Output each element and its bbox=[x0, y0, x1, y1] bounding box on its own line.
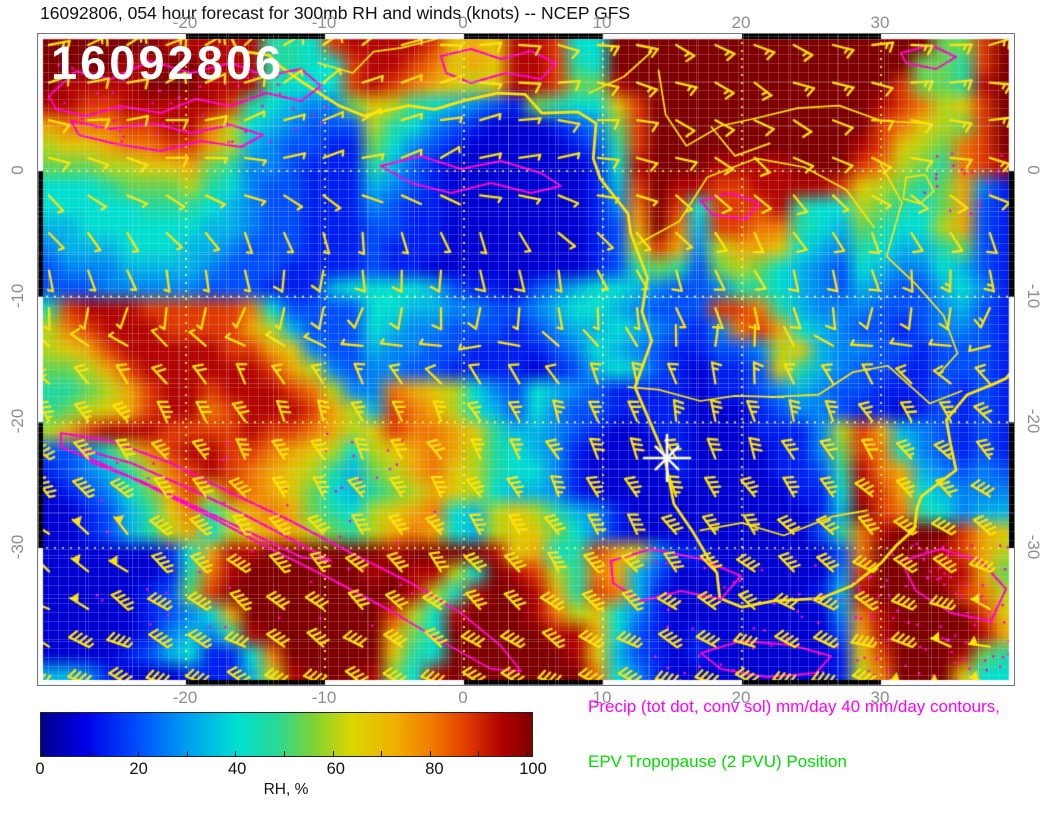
chart-title: 16092806, 054 hour forecast for 300mb RH… bbox=[40, 3, 631, 23]
lat-tick-right: -30 bbox=[1024, 534, 1043, 560]
lat-tick-left: -30 bbox=[8, 534, 27, 560]
colorbar-minor-tick bbox=[284, 751, 286, 756]
colorbar-minor-tick bbox=[429, 751, 431, 756]
colorbar-tick-label: 100 bbox=[519, 760, 547, 778]
lon-tick-bottom: -20 bbox=[172, 688, 198, 707]
colorbar-minor-tick bbox=[527, 751, 529, 756]
colorbar-tick-label: 60 bbox=[326, 760, 345, 778]
lat-tick-left: -20 bbox=[8, 409, 27, 434]
lon-tick-top: 20 bbox=[731, 13, 751, 32]
colorbar-minor-tick bbox=[478, 751, 480, 756]
lon-tick-bottom: 20 bbox=[731, 688, 751, 707]
colorbar-minor-tick bbox=[138, 751, 140, 756]
weather-map-frame: 16092806 bbox=[37, 33, 1015, 686]
precip-legend: Precip (tot dot, conv sol) mm/day 40 mm/… bbox=[588, 697, 1000, 716]
lon-tick-bottom: 0 bbox=[458, 688, 468, 707]
colorbar-minor-tick bbox=[381, 751, 383, 756]
lon-tick-top: 30 bbox=[870, 13, 890, 32]
lon-tick-top: 10 bbox=[592, 13, 612, 32]
colorbar-tick-label: 80 bbox=[425, 760, 444, 778]
colorbar-tick-label: 20 bbox=[129, 760, 148, 778]
lat-tick-left: 0 bbox=[8, 165, 27, 175]
colorbar-caption: RH, % bbox=[263, 781, 309, 798]
lat-tick-right: -10 bbox=[1024, 283, 1043, 308]
colorbar-minor-tick bbox=[89, 751, 91, 756]
colorbar-tick-label: 0 bbox=[35, 760, 45, 778]
rh-colorbar bbox=[40, 712, 533, 757]
colorbar-minor-tick bbox=[332, 751, 334, 756]
lon-tick-top: 0 bbox=[458, 13, 468, 32]
lon-tick-bottom: 30 bbox=[870, 688, 890, 707]
colorbar-minor-tick bbox=[41, 751, 42, 756]
lon-tick-top: -10 bbox=[311, 13, 337, 32]
colorbar-minor-tick bbox=[186, 751, 188, 756]
lon-tick-bottom: 10 bbox=[592, 688, 612, 707]
epv-legend: EPV Tropopause (2 PVU) Position bbox=[588, 752, 847, 771]
lat-tick-left: -10 bbox=[8, 283, 27, 308]
lat-tick-right: 0 bbox=[1024, 165, 1043, 175]
date-stamp: 16092806 bbox=[51, 36, 285, 89]
weather-map-canvas bbox=[38, 34, 1014, 685]
colorbar-minor-tick bbox=[235, 751, 237, 756]
lat-tick-right: -20 bbox=[1024, 409, 1043, 434]
colorbar-tick-label: 40 bbox=[228, 760, 247, 778]
lon-tick-bottom: -10 bbox=[311, 688, 337, 707]
lon-tick-top: -20 bbox=[172, 13, 198, 32]
